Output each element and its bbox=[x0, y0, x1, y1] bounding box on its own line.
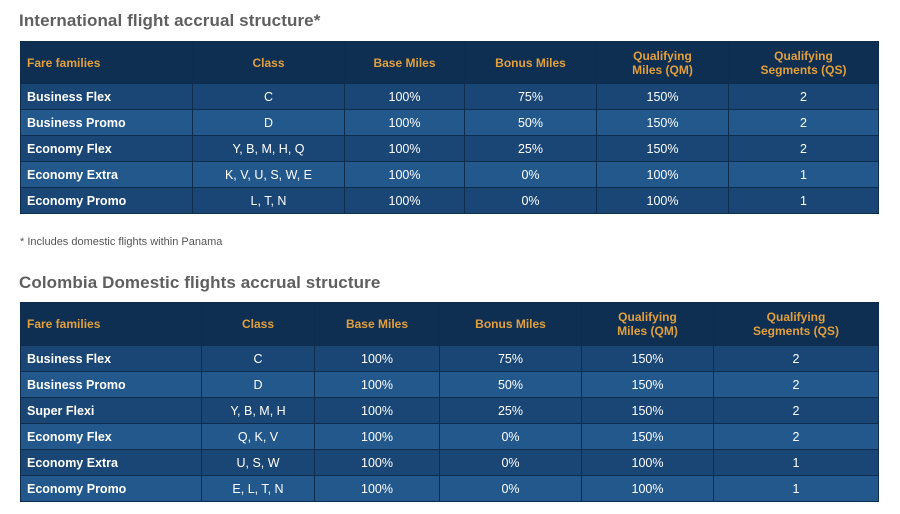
table-row: Business Promo D 100% 50% 150% 2 bbox=[20, 371, 879, 398]
header-row: Fare families Class Base Miles Bonus Miles Q… bbox=[20, 302, 879, 346]
cell-bonus-miles: 0% bbox=[439, 475, 582, 502]
cell-bonus-miles: 50% bbox=[464, 109, 597, 136]
column-header-bonus-miles: Bonus Miles bbox=[464, 41, 597, 84]
cell-base-miles: 100% bbox=[314, 449, 440, 476]
cell-qualifying-miles: 100% bbox=[596, 161, 729, 188]
cell-fare-family: Economy Promo bbox=[20, 475, 202, 502]
cell-qualifying-miles: 150% bbox=[581, 345, 714, 372]
cell-base-miles: 100% bbox=[344, 135, 465, 162]
cell-class: U, S, W bbox=[201, 449, 315, 476]
cell-qualifying-segments: 2 bbox=[728, 109, 879, 136]
cell-base-miles: 100% bbox=[344, 187, 465, 214]
cell-qualifying-miles: 100% bbox=[581, 449, 714, 476]
cell-qualifying-segments: 2 bbox=[713, 345, 879, 372]
column-header-qualifying-miles: Qualifying Miles (QM) bbox=[581, 302, 714, 346]
cell-bonus-miles: 25% bbox=[464, 135, 597, 162]
column-header-bonus-miles: Bonus Miles bbox=[439, 302, 582, 346]
cell-bonus-miles: 0% bbox=[464, 187, 597, 214]
cell-fare-family: Economy Flex bbox=[20, 135, 193, 162]
column-header-fare-family: Fare families bbox=[20, 41, 193, 84]
cell-qualifying-segments: 1 bbox=[728, 161, 879, 188]
column-header-class: Class bbox=[201, 302, 315, 346]
cell-class: E, L, T, N bbox=[201, 475, 315, 502]
column-header-qualifying-segments: Qualifying Segments (QS) bbox=[713, 302, 879, 346]
table-row: Economy Promo E, L, T, N 100% 0% 100% 1 bbox=[20, 475, 879, 502]
table-row: Business Flex C 100% 75% 150% 2 bbox=[20, 345, 879, 372]
cell-qualifying-segments: 1 bbox=[728, 187, 879, 214]
international-footnote: * Includes domestic flights within Panam… bbox=[20, 236, 223, 248]
column-header-fare-family: Fare families bbox=[20, 302, 202, 346]
cell-bonus-miles: 25% bbox=[439, 397, 582, 424]
cell-class: C bbox=[201, 345, 315, 372]
cell-fare-family: Business Promo bbox=[20, 109, 193, 136]
cell-class: Y, B, M, H, Q bbox=[192, 135, 345, 162]
cell-class: Q, K, V bbox=[201, 423, 315, 450]
cell-qualifying-segments: 1 bbox=[713, 475, 879, 502]
column-header-base-miles: Base Miles bbox=[344, 41, 465, 84]
cell-fare-family: Business Flex bbox=[20, 345, 202, 372]
cell-qualifying-miles: 100% bbox=[581, 475, 714, 502]
cell-fare-family: Business Promo bbox=[20, 371, 202, 398]
table-row: Economy Extra K, V, U, S, W, E 100% 0% 100% 1 bbox=[20, 161, 879, 188]
cell-qualifying-segments: 2 bbox=[713, 423, 879, 450]
cell-fare-family: Economy Flex bbox=[20, 423, 202, 450]
table-row: Economy Promo L, T, N 100% 0% 100% 1 bbox=[20, 187, 879, 214]
cell-qualifying-miles: 150% bbox=[581, 371, 714, 398]
cell-qualifying-miles: 150% bbox=[596, 83, 729, 110]
column-header-qualifying-segments: Qualifying Segments (QS) bbox=[728, 41, 879, 84]
cell-base-miles: 100% bbox=[344, 109, 465, 136]
international-section-title: International flight accrual structure* bbox=[19, 11, 321, 30]
cell-base-miles: 100% bbox=[344, 161, 465, 188]
cell-qualifying-miles: 150% bbox=[596, 109, 729, 136]
cell-fare-family: Economy Promo bbox=[20, 187, 193, 214]
cell-qualifying-miles: 100% bbox=[596, 187, 729, 214]
cell-qualifying-miles: 150% bbox=[581, 423, 714, 450]
cell-qualifying-miles: 150% bbox=[581, 397, 714, 424]
table-row: Business Flex C 100% 75% 150% 2 bbox=[20, 83, 879, 110]
cell-bonus-miles: 75% bbox=[464, 83, 597, 110]
cell-class: D bbox=[201, 371, 315, 398]
colombia-section-title: Colombia Domestic flights accrual struct… bbox=[19, 273, 381, 292]
cell-base-miles: 100% bbox=[314, 397, 440, 424]
international-accrual-table: Fare families Class Base Miles Bonus Miles Q… bbox=[20, 41, 879, 214]
cell-fare-family: Business Flex bbox=[20, 83, 193, 110]
column-header-base-miles: Base Miles bbox=[314, 302, 440, 346]
cell-fare-family: Economy Extra bbox=[20, 449, 202, 476]
table-row: Economy Flex Y, B, M, H, Q 100% 25% 150% 2 bbox=[20, 135, 879, 162]
table-row: Economy Flex Q, K, V 100% 0% 150% 2 bbox=[20, 423, 879, 450]
cell-fare-family: Economy Extra bbox=[20, 161, 193, 188]
cell-qualifying-segments: 2 bbox=[713, 371, 879, 398]
cell-qualifying-segments: 2 bbox=[728, 135, 879, 162]
cell-class: D bbox=[192, 109, 345, 136]
cell-base-miles: 100% bbox=[344, 83, 465, 110]
cell-qualifying-segments: 1 bbox=[713, 449, 879, 476]
cell-bonus-miles: 0% bbox=[464, 161, 597, 188]
column-header-qualifying-miles: Qualifying Miles (QM) bbox=[596, 41, 729, 84]
cell-qualifying-segments: 2 bbox=[728, 83, 879, 110]
cell-qualifying-miles: 150% bbox=[596, 135, 729, 162]
cell-base-miles: 100% bbox=[314, 371, 440, 398]
table-row: Economy Extra U, S, W 100% 0% 100% 1 bbox=[20, 449, 879, 476]
colombia-accrual-table: Fare families Class Base Miles Bonus Miles Q… bbox=[20, 302, 879, 502]
cell-bonus-miles: 0% bbox=[439, 449, 582, 476]
cell-base-miles: 100% bbox=[314, 345, 440, 372]
cell-bonus-miles: 0% bbox=[439, 423, 582, 450]
cell-class: Y, B, M, H bbox=[201, 397, 315, 424]
table-row: Super Flexi Y, B, M, H 100% 25% 150% 2 bbox=[20, 397, 879, 424]
cell-base-miles: 100% bbox=[314, 423, 440, 450]
cell-class: C bbox=[192, 83, 345, 110]
table-row: Business Promo D 100% 50% 150% 2 bbox=[20, 109, 879, 136]
cell-base-miles: 100% bbox=[314, 475, 440, 502]
cell-class: L, T, N bbox=[192, 187, 345, 214]
cell-qualifying-segments: 2 bbox=[713, 397, 879, 424]
header-row: Fare families Class Base Miles Bonus Miles Q… bbox=[20, 41, 879, 84]
cell-fare-family: Super Flexi bbox=[20, 397, 202, 424]
cell-bonus-miles: 75% bbox=[439, 345, 582, 372]
cell-bonus-miles: 50% bbox=[439, 371, 582, 398]
cell-class: K, V, U, S, W, E bbox=[192, 161, 345, 188]
column-header-class: Class bbox=[192, 41, 345, 84]
